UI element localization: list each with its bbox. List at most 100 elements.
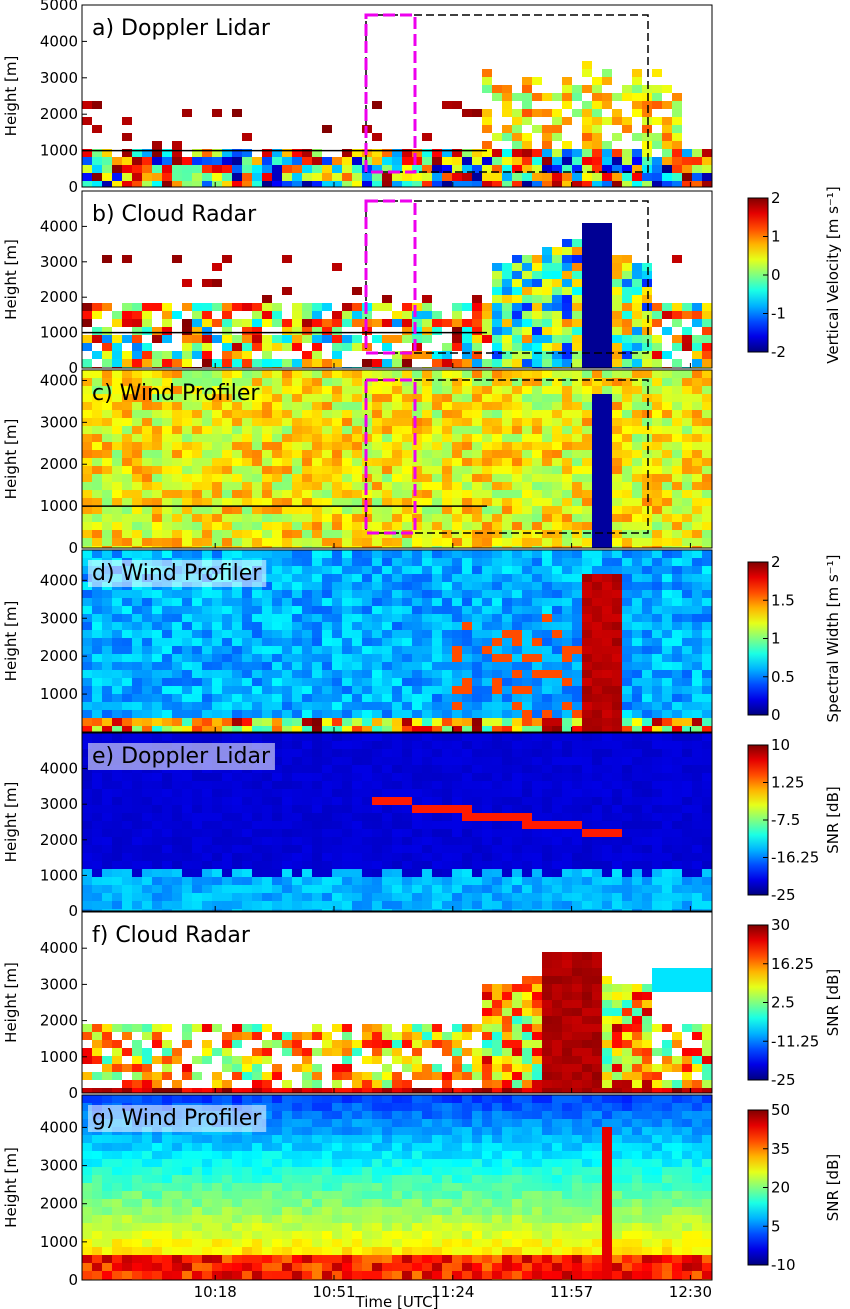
- heatmap-cell: [152, 394, 162, 402]
- heatmap-cell: [122, 442, 132, 450]
- heatmap-cell: [522, 434, 532, 442]
- heatmap-cell: [102, 670, 112, 678]
- heatmap-cell: [482, 678, 492, 686]
- heatmap-cell: [372, 498, 382, 506]
- heatmap-cell: [482, 694, 492, 702]
- heatmap-cell: [82, 386, 92, 394]
- heatmap-cell: [312, 442, 322, 450]
- heatmap-cell: [132, 458, 142, 466]
- y-tick-label: 3000: [40, 69, 78, 87]
- heatmap-cell: [372, 702, 382, 710]
- heatmap-cell: [502, 442, 512, 450]
- heatmap-cell: [632, 638, 642, 646]
- heatmap-cell: [492, 686, 502, 694]
- heatmap-cell: [232, 646, 242, 654]
- heatmap-cell: [172, 638, 182, 646]
- heatmap-cell: [462, 319, 472, 327]
- heatmap-cell: [482, 482, 492, 490]
- heatmap-cell: [482, 311, 492, 319]
- heatmap-cell: [262, 558, 272, 566]
- heatmap-cell: [662, 538, 672, 546]
- heatmap-cell: [172, 726, 182, 732]
- heatmap-cell: [642, 125, 652, 133]
- heatmap-cell: [142, 458, 152, 466]
- heatmap-cell: [402, 538, 412, 546]
- heatmap-cell: [422, 582, 432, 590]
- heatmap-cell: [422, 181, 432, 187]
- heatmap-cell: [82, 718, 92, 726]
- heatmap-cell: [82, 694, 92, 702]
- heatmap-cell: [332, 710, 342, 718]
- heatmap-cell: [462, 566, 472, 574]
- heatmap-cell: [242, 606, 252, 614]
- heatmap-cell: [252, 402, 262, 410]
- heatmap-cell: [302, 359, 312, 367]
- heatmap-cell: [472, 550, 482, 558]
- heatmap-cell: [152, 474, 162, 482]
- heatmap-cell: [282, 566, 292, 574]
- heatmap-cell: [612, 686, 622, 694]
- heatmap-cell: [402, 845, 412, 853]
- heatmap-cell: [292, 311, 302, 319]
- heatmap-cell: [472, 789, 482, 797]
- heatmap-cell: [462, 442, 472, 450]
- heatmap-cell: [522, 378, 532, 386]
- heatmap-cell: [242, 614, 252, 622]
- axes-frame: [81, 549, 713, 733]
- heatmap-cell: [662, 566, 672, 574]
- heatmap-cell: [242, 538, 252, 546]
- heatmap-cell: [352, 781, 362, 789]
- heatmap-cell: [302, 845, 312, 853]
- heatmap-cell: [302, 646, 312, 654]
- heatmap-cell: [592, 378, 602, 386]
- heatmap-cell: [232, 845, 242, 853]
- heatmap-cell: [522, 718, 532, 726]
- heatmap-cell: [242, 901, 252, 909]
- heatmap-cell: [192, 327, 202, 335]
- heatmap-cell: [342, 590, 352, 598]
- heatmap-cell: [182, 654, 192, 662]
- heatmap-cell: [112, 418, 122, 426]
- heatmap-cell: [322, 418, 332, 426]
- heatmap-cell: [602, 622, 612, 630]
- heatmap-cell: [512, 574, 522, 582]
- heatmap-cell: [132, 165, 142, 173]
- heatmap-cell: [332, 869, 342, 877]
- heatmap-cell: [482, 181, 492, 187]
- heatmap-cell: [632, 646, 642, 654]
- heatmap-cell: [122, 173, 132, 181]
- heatmap-cell: [162, 506, 172, 514]
- heatmap-cell: [502, 590, 512, 598]
- heatmap-cell: [112, 885, 122, 893]
- heatmap-cell: [202, 598, 212, 606]
- heatmap-cell: [412, 378, 422, 386]
- heatmap-cell: [522, 566, 532, 574]
- heatmap-cell: [192, 773, 202, 781]
- heatmap-cell: [132, 797, 142, 805]
- heatmap-cell: [322, 426, 332, 434]
- heatmap-cell: [272, 434, 282, 442]
- heatmap-cell: [192, 646, 202, 654]
- heatmap-cell: [362, 726, 372, 732]
- heatmap-cell: [702, 710, 712, 718]
- heatmap-cell: [492, 694, 502, 702]
- heatmap-cell: [452, 638, 462, 646]
- heatmap-cell: [272, 335, 282, 343]
- heatmap-cell: [92, 101, 102, 109]
- heatmap-cell: [562, 662, 572, 670]
- heatmap-cell: [642, 442, 652, 450]
- heatmap-cell: [302, 550, 312, 558]
- heatmap-cell: [402, 434, 412, 442]
- colorbar-tick-label: 0.5: [771, 668, 795, 686]
- heatmap-cell: [602, 490, 612, 498]
- heatmap-cell: [602, 506, 612, 514]
- heatmap-cell: [172, 797, 182, 805]
- heatmap-cell: [492, 710, 502, 718]
- heatmap-cell: [632, 165, 642, 173]
- heatmap-cell: [442, 343, 452, 351]
- heatmap-cell: [122, 837, 132, 845]
- heatmap-cell: [532, 498, 542, 506]
- heatmap-cell: [382, 909, 392, 911]
- panel: a) Doppler Lidar010002000300040005000Hei…: [2, 0, 713, 196]
- heatmap-cell: [432, 845, 442, 853]
